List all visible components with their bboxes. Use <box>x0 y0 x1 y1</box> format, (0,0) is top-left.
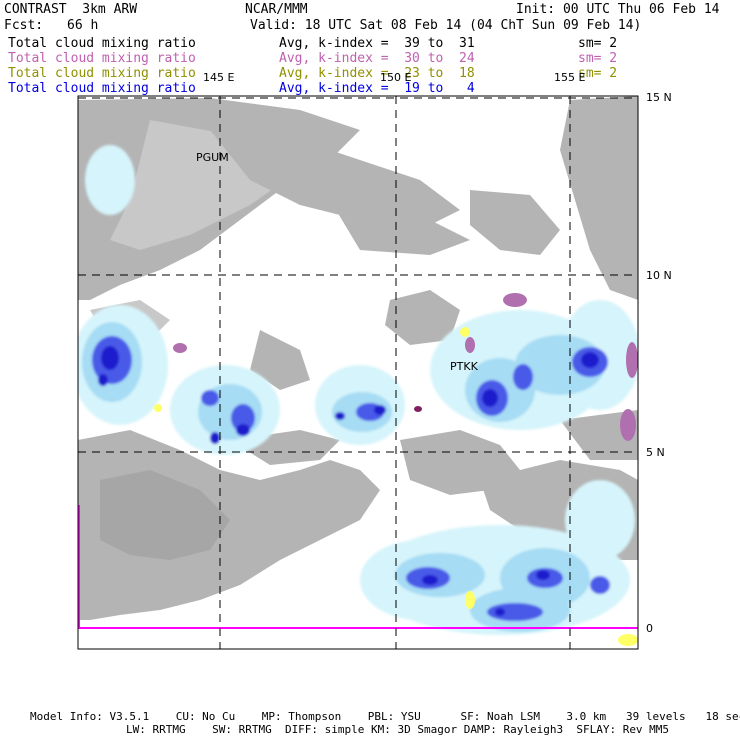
land-area <box>210 130 460 230</box>
cloud-heavy <box>231 404 255 432</box>
land-area <box>470 190 560 255</box>
lon-label-150: 150 E <box>380 71 411 84</box>
cloud-core <box>581 352 599 368</box>
lat-label-15: 15 N <box>646 91 672 104</box>
cloud-light <box>565 480 635 560</box>
lon-label-155: 155 E <box>554 71 585 84</box>
cloud-core <box>536 570 550 580</box>
station-pgum: PGUM <box>196 151 229 164</box>
cloud-core <box>482 389 498 407</box>
cloud-heavy <box>513 364 533 390</box>
field-blob <box>154 404 162 412</box>
init-time: Init: 00 UTC Thu 06 Feb 14 <box>516 2 720 17</box>
cloud-core <box>236 424 250 436</box>
field-name-4: Total cloud mixing ratio <box>8 81 196 96</box>
field-blob <box>503 293 527 307</box>
cloud-light <box>85 145 135 215</box>
valid-time: Valid: 18 UTC Sat 08 Feb 14 (04 ChT Sun … <box>250 18 642 33</box>
cloud-core <box>335 412 345 420</box>
cloud-core <box>374 405 386 415</box>
organization: NCAR/MMM <box>245 2 308 17</box>
cloud-heavy <box>590 576 610 594</box>
field-avg-3: Avg, k-index = 23 to 18 <box>279 66 475 81</box>
model-title: CONTRAST 3km ARW <box>4 2 138 17</box>
cloud-core <box>422 575 438 585</box>
secondary-fields <box>154 293 638 646</box>
land-area <box>100 470 230 560</box>
land-area <box>560 410 638 460</box>
field-sm-1: sm= 2 <box>578 36 618 51</box>
field-avg-1: Avg, k-index = 39 to 31 <box>279 36 475 51</box>
model-info-line1: Model Info: V3.5.1 CU: No Cu MP: Thompso… <box>30 710 740 723</box>
land-area <box>385 290 460 345</box>
field-blob <box>173 343 187 353</box>
cloud-core <box>98 374 108 386</box>
field-name-2: Total cloud mixing ratio <box>8 51 196 66</box>
field-blob <box>626 342 638 378</box>
cloud-heavy <box>487 603 543 621</box>
field-blob <box>460 327 470 337</box>
field-blob <box>618 634 638 646</box>
forecast-label: Fcst: <box>4 18 44 33</box>
lat-lon-grid <box>78 96 638 649</box>
cloud-heavy <box>201 390 219 406</box>
land-area <box>250 330 310 390</box>
cloud-core <box>495 608 505 616</box>
lat-label-5: 5 N <box>646 446 665 459</box>
field-blob <box>465 591 475 609</box>
cloud-core <box>101 346 119 370</box>
lon-label-145: 145 E <box>203 71 234 84</box>
field-blob <box>465 337 475 353</box>
field-name-3: Total cloud mixing ratio <box>8 66 196 81</box>
lat-label-10: 10 N <box>646 269 672 282</box>
field-sm-3: sm= 2 <box>578 66 618 81</box>
map-frame <box>77 95 639 650</box>
cloud-fields <box>78 145 638 635</box>
field-name-1: Total cloud mixing ratio <box>8 36 196 51</box>
station-ptkk: PTKK <box>450 360 479 373</box>
field-sm-2: sm= 2 <box>578 51 618 66</box>
lat-label-0: 0 <box>646 622 653 635</box>
land-area <box>560 96 638 300</box>
forecast-hours: 66 h <box>67 18 99 33</box>
field-avg-2: Avg, k-index = 30 to 24 <box>279 51 475 66</box>
field-avg-4: Avg, k-index = 19 to 4 <box>279 81 475 96</box>
field-blob <box>620 409 636 441</box>
field-blob <box>414 406 422 412</box>
cloud-core <box>210 432 220 444</box>
model-info-line2: LW: RRTMG SW: RRTMG DIFF: simple KM: 3D … <box>126 723 670 736</box>
land-area <box>330 200 470 255</box>
